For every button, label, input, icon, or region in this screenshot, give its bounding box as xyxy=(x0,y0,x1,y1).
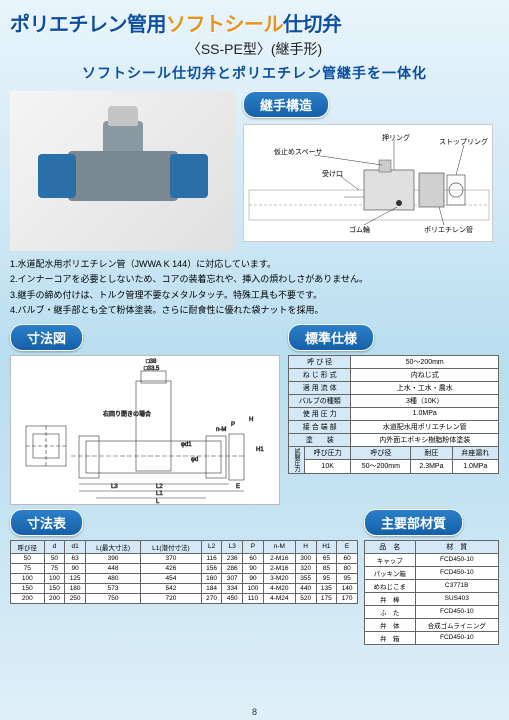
dim-table: 呼び径dd1L(最大寸法)L1(潜付寸法)L2L3Pn-MHH1E 505063… xyxy=(10,540,358,604)
spec-key: 接 合 端 部 xyxy=(289,420,351,433)
lbl-pipe: ポリエチレン管 xyxy=(424,225,473,235)
title-desc: ソフトシール仕切弁とポリエチレン管継手を一体化 xyxy=(10,63,499,83)
spec-val: 上水・工水・農水 xyxy=(351,381,499,394)
table-row: 2002002507507202704501104-M24520175170 xyxy=(11,593,358,603)
lbl-stop: ストップリング xyxy=(439,137,488,147)
dim-header: L3 xyxy=(222,540,243,553)
svg-text:H1: H1 xyxy=(256,447,264,453)
dim-header: 呼び径 xyxy=(11,540,45,553)
spec-section: 標準仕様 呼 び 径50～200mmね じ 形 式内ねじ式適 用 流 体上水・工… xyxy=(288,324,499,505)
joint-diagram: 仮止めスペーサ 押リング ストップリング 受け口 ゴム輪 ポリエチレン管 xyxy=(243,124,493,242)
spec-val: 内ねじ式 xyxy=(351,368,499,381)
svg-text:L3: L3 xyxy=(111,484,118,490)
dim-header: d xyxy=(44,540,65,553)
table-row: めねじこまC3771B xyxy=(365,579,499,592)
spec-pressure-group: 試験圧力 xyxy=(289,446,305,473)
mat-table: 品 名 材 質 キャップFCD450-10パッキン箱FCD450-10めねじこま… xyxy=(364,540,499,645)
spec-val: 内外面エポキシ樹脂粉体塗装 xyxy=(351,433,499,446)
dim-section: 寸法表 呼び径dd1L(最大寸法)L1(潜付寸法)L2L3Pn-MHH1E 50… xyxy=(10,509,358,604)
table-row: 1501501805735421843341004-M20440135140 xyxy=(11,583,358,593)
page-title: ポリエチレン管用ソフトシール仕切弁 〈SS-PE型〉(継手形) ソフトシール仕切… xyxy=(10,8,499,83)
svg-text:P: P xyxy=(231,422,235,428)
spec-val: 3種（10K） xyxy=(351,394,499,407)
table-row: 100100125480454160307903-M203559595 xyxy=(11,573,358,583)
dim-header: n-M xyxy=(263,540,295,553)
product-photo xyxy=(10,91,235,251)
dim-header: P xyxy=(243,540,264,553)
svg-text:L1: L1 xyxy=(156,491,163,497)
table-row: 505063390370116236602-M163006560 xyxy=(11,553,358,563)
lbl-rubber: ゴム輪 xyxy=(349,225,370,235)
spec-key: 呼 び 径 xyxy=(289,355,351,368)
joint-structure-badge: 継手構造 xyxy=(243,91,329,118)
svg-text:□38: □38 xyxy=(146,359,157,365)
title-main-2: 仕切弁 xyxy=(283,14,342,36)
spec-badge: 標準仕様 xyxy=(288,324,374,351)
joint-structure-section: 継手構造 仮止めスペーサ 押リング ストップリング xyxy=(243,91,499,251)
lbl-socket: 受け口 xyxy=(322,169,343,179)
drawing-badge: 寸法図 xyxy=(10,324,83,351)
spec-key: バルブの種類 xyxy=(289,394,351,407)
mid-area: 寸法図 □38 xyxy=(10,324,499,505)
page-number: 8 xyxy=(252,707,257,717)
title-sub: 〈SS-PE型〉(継手形) xyxy=(10,39,499,59)
dim-header: H xyxy=(295,540,316,553)
feature-3: 3.継手の締め付けは、トルク管理不要なメタルタッチ。特殊工具も不要です。 xyxy=(10,288,499,302)
valve-render xyxy=(33,106,213,236)
top-area: 継手構造 仮止めスペーサ 押リング ストップリング xyxy=(10,91,499,251)
svg-text:□33.5: □33.5 xyxy=(144,366,160,372)
mat-badge: 主要部材質 xyxy=(364,509,463,536)
lbl-ring: 押リング xyxy=(382,133,410,143)
dim-badge: 寸法表 xyxy=(10,509,83,536)
spec-val: 1.0MPa xyxy=(351,407,499,420)
dim-header: d1 xyxy=(65,540,86,553)
spec-key: 塗 装 xyxy=(289,433,351,446)
dim-header: E xyxy=(337,540,358,553)
dim-header: L(最大寸法) xyxy=(85,540,140,553)
svg-text:n-M: n-M xyxy=(216,427,226,433)
features-list: 1.水道配水用ポリエチレン管（JWWA K 144）に対応しています。 2.イン… xyxy=(10,257,499,318)
dim-header: L2 xyxy=(201,540,222,553)
mat-section: 主要部材質 品 名 材 質 キャップFCD450-10パッキン箱FCD450-1… xyxy=(364,509,499,645)
bottom-area: 寸法表 呼び径dd1L(最大寸法)L1(潜付寸法)L2L3Pn-MHH1E 50… xyxy=(10,509,499,645)
table-row: 弁 棒SUS403 xyxy=(365,592,499,605)
svg-text:右回り閉きの場合: 右回り閉きの場合 xyxy=(103,410,151,418)
table-row: パッキン箱FCD450-10 xyxy=(365,566,499,579)
spec-val: 水道配水用ポリエチレン管 xyxy=(351,420,499,433)
lbl-spacer: 仮止めスペーサ xyxy=(274,147,322,157)
feature-1: 1.水道配水用ポリエチレン管（JWWA K 144）に対応しています。 xyxy=(10,257,499,271)
svg-text:φd1: φd1 xyxy=(181,442,192,448)
tech-drawing: □38 □33.5 右回り閉きの場合 L1 L2 L3 L φd1 φd H H… xyxy=(10,355,280,505)
spec-table: 呼 び 径50～200mmね じ 形 式内ねじ式適 用 流 体上水・工水・農水バ… xyxy=(288,355,499,474)
feature-2: 2.インナーコアを必要としないため、コアの装着忘れや、挿入の煩わしさがありません… xyxy=(10,272,499,286)
title-main-1: ポリエチレン管用 xyxy=(10,14,166,36)
feature-4: 4.バルブ・継手部とも全て粉体塗装。さらに耐食性に優れた袋ナットを採用。 xyxy=(10,303,499,317)
svg-text:H: H xyxy=(249,417,253,423)
dim-header: L1(潜付寸法) xyxy=(141,540,202,553)
table-row: 弁 体合成ゴムライニング xyxy=(365,618,499,631)
spec-val: 50～200mm xyxy=(351,355,499,368)
table-row: ふ たFCD450-10 xyxy=(365,605,499,618)
dim-header: H1 xyxy=(316,540,337,553)
svg-text:L2: L2 xyxy=(156,484,163,490)
table-row: キャップFCD450-10 xyxy=(365,553,499,566)
spec-key: ね じ 形 式 xyxy=(289,368,351,381)
title-main-orange: ソフトシール xyxy=(166,14,283,36)
table-row: 弁 箱FCD450-10 xyxy=(365,631,499,644)
svg-text:E: E xyxy=(236,484,240,490)
table-row: 757590448426156286902-M163208580 xyxy=(11,563,358,573)
spec-key: 適 用 流 体 xyxy=(289,381,351,394)
drawing-section: 寸法図 □38 xyxy=(10,324,280,505)
spec-key: 使 用 圧 力 xyxy=(289,407,351,420)
svg-text:φd: φd xyxy=(191,457,198,463)
svg-text:L: L xyxy=(156,499,160,504)
